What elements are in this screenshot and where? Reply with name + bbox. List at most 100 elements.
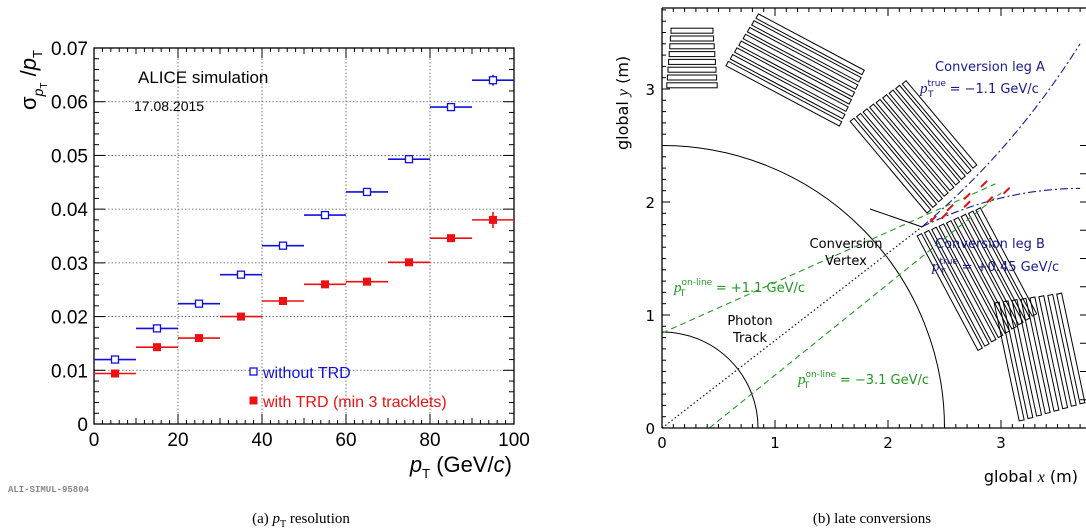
detector-module: [875, 98, 955, 192]
label-online-1-sup: on-line: [682, 278, 713, 288]
x-axis-label: pT (GeV/c): [409, 452, 512, 481]
legend-marker-without-trd: [249, 367, 258, 376]
detector-module: [1020, 297, 1051, 415]
data-point: [279, 296, 287, 305]
detector-module: [1002, 300, 1034, 420]
detector-module: [669, 43, 715, 50]
detector-module: [1038, 295, 1069, 410]
detector-module: [755, 13, 865, 76]
detector-module: [738, 40, 853, 105]
x-tick-label: 20: [167, 430, 188, 451]
hit-marker: [963, 192, 971, 201]
detector-module: [960, 213, 1024, 326]
y-tick-label: 0.05: [51, 146, 88, 167]
data-point: [195, 334, 203, 343]
label-leg-a-value-p: p: [919, 81, 928, 97]
detector-module: [666, 74, 718, 81]
detector-module: [967, 210, 1031, 322]
detector-module: [993, 301, 1025, 422]
detector-module: [881, 94, 961, 186]
module-stack-4: [916, 207, 1038, 352]
label-leg-a-value-value: = −1.1 GeV/c: [945, 82, 1038, 97]
detector-module: [868, 103, 949, 197]
detector-module: [895, 84, 972, 175]
data-point: [446, 102, 456, 112]
detector-circle: [662, 145, 945, 428]
label-track: Track: [732, 331, 767, 346]
hit-marker: [940, 211, 949, 220]
label-online-2-p: p: [797, 372, 806, 388]
y-axis-label: σpT /pT: [16, 50, 50, 110]
y-tick-label: 3: [645, 81, 655, 99]
detector-module: [923, 229, 990, 347]
series-with-trd: [94, 211, 514, 378]
series-without-trd: [94, 74, 514, 364]
x-tick-label: 60: [335, 430, 356, 451]
x-label-p: p: [409, 452, 422, 477]
y-label-p: p: [16, 58, 41, 71]
x-tick-label: 3: [996, 434, 1006, 452]
conversion-leg-a: [921, 43, 1081, 228]
label-conversion: Conversion: [810, 237, 883, 252]
data-point: [404, 155, 414, 164]
x-tick-label: 1: [770, 434, 780, 452]
x-tick-label: 0: [89, 430, 100, 451]
data-point: [447, 234, 455, 243]
label-leg-a-title: Conversion leg A: [935, 60, 1045, 75]
figure-tag: ALI-SIMUL-95804: [8, 485, 90, 495]
chart-subtitle: 17.08.2015: [134, 98, 204, 114]
online-track-2: [709, 192, 1002, 428]
y-label-sub-T: T: [39, 83, 50, 89]
xl-global: global: [984, 467, 1038, 486]
detector-module: [1047, 293, 1077, 407]
detector-module: [742, 33, 856, 98]
caption-a-sub: T: [280, 519, 286, 530]
detector-module: [849, 117, 932, 214]
label-leg-b-value: ptrue T = +0.45 GeV/c: [931, 257, 1059, 278]
detector-module: [855, 112, 938, 209]
detector-module: [725, 60, 843, 127]
y-tick-label: 0.06: [51, 93, 88, 114]
detector-module: [668, 58, 716, 65]
detector-module: [1011, 298, 1043, 417]
label-leg-b-value-p: p: [931, 259, 940, 275]
detector-module: [668, 51, 716, 58]
caption-a-rest: resolution: [286, 511, 350, 527]
legend-label-with-trd: with TRD (min 3 tracklets): [262, 394, 447, 411]
y-label-T: T: [30, 50, 45, 58]
caption-a: (a) pT resolution: [252, 511, 350, 530]
label-leg-a-value: ptrue T = −1.1 GeV/c: [919, 79, 1039, 100]
label-leg-a-value-sub: T: [927, 90, 934, 100]
caption-a-p: p: [272, 511, 281, 527]
label-online-2-value: = −3.1 GeV/c: [836, 373, 929, 388]
hit-marker: [946, 203, 954, 212]
conversion-leg-b: [921, 187, 1081, 228]
detector-module: [729, 53, 846, 120]
y-tick-label: 0: [77, 415, 88, 436]
detector-module: [733, 47, 849, 113]
label-online-2: pon-line T = −3.1 GeV/c: [797, 370, 929, 391]
data-point: [236, 270, 246, 279]
module-stack-3: [849, 79, 978, 214]
module-stack-1: [666, 27, 718, 89]
y-axis-label: global y (m): [613, 56, 632, 150]
legend: without TRD with TRD (min 3 tracklets): [249, 365, 447, 411]
detector-module: [751, 20, 862, 83]
online-track-1: [662, 183, 996, 334]
data-point: [278, 241, 288, 250]
hit-marker: [1002, 186, 1011, 195]
data-point: [320, 210, 330, 220]
data-point: [110, 355, 120, 364]
panel-b-content: [662, 13, 1086, 428]
label-leg-b-value-value: = +0.45 GeV/c: [957, 260, 1059, 275]
detector-module: [862, 108, 944, 203]
data-point: [111, 369, 119, 378]
detector-module: [746, 26, 859, 91]
y-tick-label: 0.07: [51, 39, 88, 60]
photon-track: [662, 226, 923, 428]
yl-y: y: [615, 88, 632, 98]
yl-unit: (m): [613, 56, 632, 89]
y-label-sigma: σ: [16, 96, 41, 110]
